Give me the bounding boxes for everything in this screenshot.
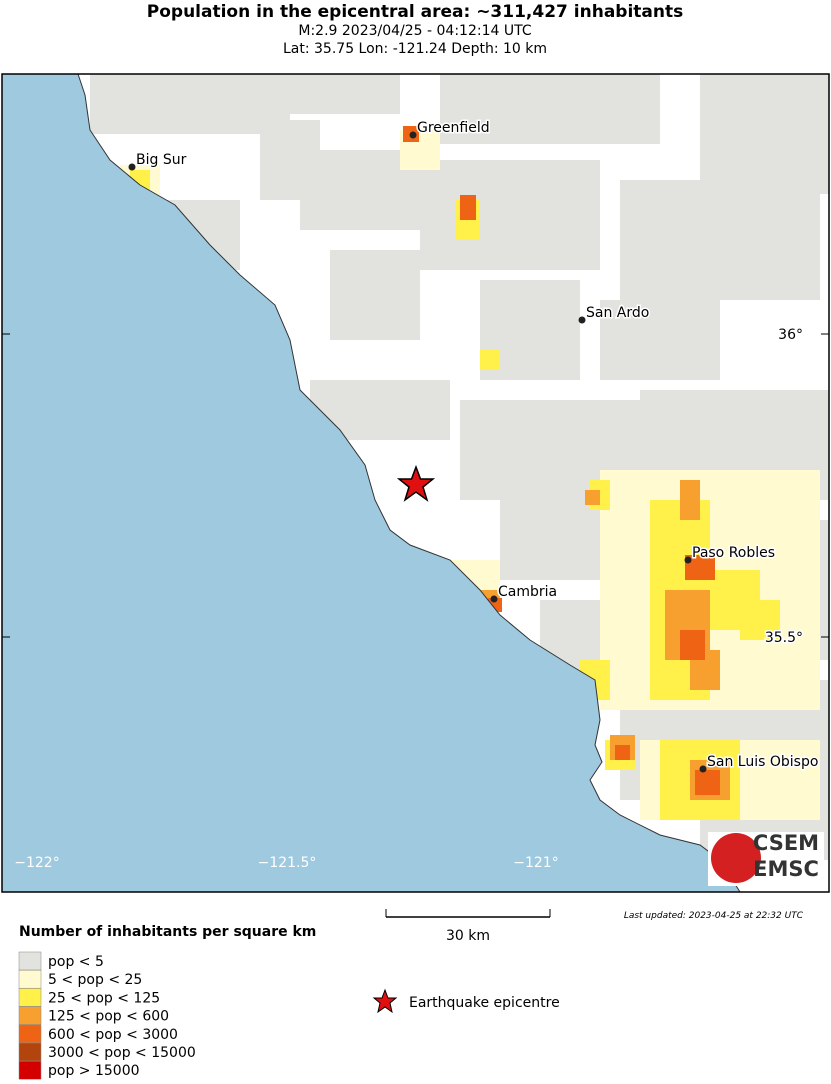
patch (260, 120, 320, 200)
legend-swatch (18, 1024, 42, 1044)
patch (330, 250, 420, 340)
patch (440, 74, 660, 144)
patch (600, 300, 720, 380)
last-updated: Last updated: 2023-04-25 at 22:32 UTC (624, 911, 804, 921)
title: Population in the epicentral area: ~311,… (147, 2, 683, 22)
city-dot (578, 316, 586, 324)
legend-star (372, 988, 398, 1014)
legend-label: pop > 15000 (48, 1063, 140, 1079)
lat-label: 36° (778, 327, 803, 343)
patch (700, 74, 829, 194)
legend-swatch (18, 1006, 42, 1025)
city-label: Paso Robles (692, 545, 775, 561)
lon-label: −121° (513, 855, 558, 871)
city-dot (409, 131, 417, 139)
patch (695, 770, 720, 795)
legend-epicentre: Earthquake epicentre (409, 995, 560, 1011)
legend-label: 5 < pop < 25 (48, 972, 142, 988)
patch (680, 630, 705, 660)
city-dot (128, 163, 136, 171)
legend-swatch (18, 951, 42, 971)
city-label: Big Sur (136, 152, 187, 168)
legend-title: Number of inhabitants per square km (19, 924, 316, 940)
lat-label: 35.5° (765, 630, 803, 646)
patch (420, 160, 600, 270)
logo-globe (711, 833, 761, 883)
legend-swatch (18, 969, 42, 989)
legend-swatch (18, 1042, 42, 1062)
patch (615, 745, 630, 760)
city-label: San Ardo (586, 305, 649, 321)
city-label: Cambria (498, 584, 557, 600)
patch (460, 195, 476, 220)
legend-swatch (18, 988, 42, 1007)
patch (680, 480, 700, 520)
legend-label: 3000 < pop < 15000 (48, 1045, 196, 1061)
sea (1, 73, 741, 893)
subtitle: M:2.9 2023/04/25 - 04:12:14 UTC (298, 23, 531, 39)
lon-label: −121.5° (258, 855, 317, 871)
legend-label: 125 < pop < 600 (48, 1009, 169, 1025)
patch (620, 180, 820, 300)
population-patches (10, 74, 829, 860)
legend-swatch (18, 1060, 42, 1080)
location: Lat: 35.75 Lon: -121.24 Depth: 10 km (283, 41, 547, 57)
patch (480, 350, 500, 370)
city-dot (490, 595, 498, 603)
map-frame (1, 73, 830, 893)
logo: CSEM EMSC (708, 831, 824, 886)
map: CSEM EMSC Greenfield Big Sur San Ardo Paso … (1, 73, 830, 893)
legend-label: pop < 5 (48, 954, 104, 970)
city-dot (684, 556, 692, 564)
patch (740, 600, 780, 640)
legend-label: 25 < pop < 125 (48, 990, 160, 1006)
city-label: San Luis Obispo (707, 754, 818, 770)
city-label: Greenfield (417, 120, 490, 136)
epicentre-star (396, 464, 436, 502)
logo-text: CSEM (753, 831, 819, 855)
city-dot (699, 765, 707, 773)
lon-label: −122° (14, 855, 59, 871)
patch (250, 74, 400, 114)
scale-label: 30 km (446, 928, 490, 944)
patch (585, 490, 600, 505)
legend: pop < 5 5 < pop < 25 25 < pop < 125 125 < p… (18, 951, 196, 1080)
legend-label: 600 < pop < 3000 (48, 1027, 178, 1043)
logo-text: EMSC (753, 857, 819, 881)
